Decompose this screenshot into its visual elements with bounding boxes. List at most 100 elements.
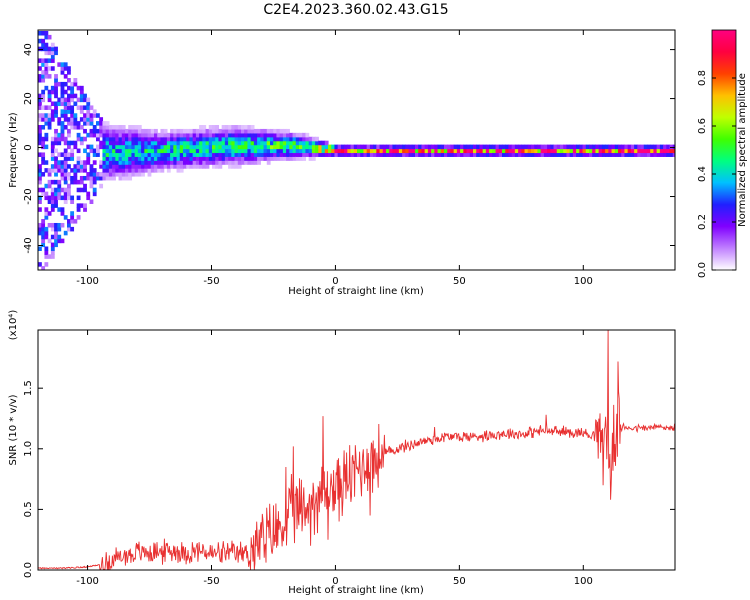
heatmap-cell bbox=[38, 207, 42, 212]
heatmap-cell bbox=[150, 144, 155, 150]
heatmap-cell bbox=[195, 140, 200, 146]
heatmap-cell bbox=[176, 152, 181, 157]
heatmap-cell bbox=[672, 152, 675, 157]
heatmap-cell bbox=[50, 117, 55, 122]
heatmap-cell bbox=[163, 156, 168, 161]
heatmap-cell bbox=[234, 140, 239, 146]
heatmap-cell bbox=[369, 148, 374, 154]
heatmap-cell bbox=[50, 140, 55, 146]
heatmap-cell bbox=[92, 113, 97, 118]
heatmap-cell bbox=[208, 132, 213, 138]
heatmap-cell bbox=[195, 164, 200, 169]
heatmap-cell bbox=[166, 140, 171, 146]
heatmap-cell bbox=[224, 144, 229, 150]
heatmap-cell bbox=[334, 148, 339, 154]
heatmap-cell bbox=[41, 78, 46, 83]
heatmap-cell bbox=[376, 152, 381, 157]
heatmap-cell bbox=[337, 148, 342, 154]
heatmap-cell bbox=[489, 152, 493, 157]
heatmap-y-tick-label: 0 bbox=[23, 144, 34, 150]
heatmap-cell bbox=[595, 148, 600, 154]
heatmap-cell bbox=[266, 140, 271, 146]
heatmap-cell bbox=[66, 144, 71, 150]
heatmap-cell bbox=[231, 156, 236, 161]
heatmap-cell bbox=[402, 148, 406, 154]
heatmap-cell bbox=[163, 128, 168, 134]
heatmap-cell bbox=[153, 168, 158, 173]
heatmap-cell bbox=[199, 148, 203, 154]
heatmap-cell bbox=[173, 132, 178, 138]
heatmap-cell bbox=[244, 132, 249, 138]
heatmap-cell bbox=[38, 222, 42, 228]
heatmap-cell bbox=[54, 226, 58, 232]
heatmap-cell bbox=[543, 152, 548, 157]
heatmap-cell bbox=[350, 144, 355, 150]
heatmap-cell bbox=[257, 140, 261, 146]
heatmap-cell bbox=[121, 140, 126, 146]
colorbar-gradient bbox=[711, 29, 737, 271]
heatmap-cell bbox=[173, 156, 178, 161]
heatmap-cell bbox=[537, 152, 542, 157]
heatmap-cell bbox=[38, 117, 42, 122]
heatmap-cell bbox=[289, 152, 294, 157]
heatmap-cell bbox=[76, 207, 81, 212]
heatmap-cell bbox=[637, 144, 642, 150]
heatmap-cell bbox=[50, 191, 55, 197]
heatmap-cell bbox=[89, 183, 94, 189]
heatmap-cell bbox=[250, 148, 255, 154]
heatmap-cell bbox=[124, 152, 129, 157]
heatmap-cell bbox=[141, 132, 145, 138]
heatmap-cell bbox=[218, 136, 223, 142]
heatmap-cell bbox=[543, 148, 548, 154]
heatmap-cell bbox=[202, 140, 207, 146]
heatmap-cell bbox=[202, 144, 207, 150]
heatmap-cell bbox=[66, 128, 71, 134]
heatmap-cell bbox=[411, 144, 416, 150]
heatmap-cell bbox=[179, 168, 184, 173]
heatmap-cell bbox=[60, 121, 65, 126]
heatmap-cell bbox=[202, 125, 207, 130]
heatmap-cell bbox=[292, 144, 297, 150]
heatmap-cell bbox=[54, 113, 58, 118]
heatmap-cell bbox=[166, 168, 171, 173]
heatmap-cell bbox=[208, 144, 213, 150]
heatmap-cell bbox=[38, 66, 42, 71]
heatmap-cell bbox=[363, 148, 368, 154]
heatmap-cell bbox=[202, 164, 207, 169]
heatmap-cell bbox=[150, 132, 155, 138]
heatmap-cell bbox=[38, 93, 42, 99]
heatmap-cell bbox=[221, 144, 226, 150]
heatmap-cell bbox=[99, 172, 104, 177]
heatmap-cell bbox=[160, 152, 165, 157]
heatmap-cell bbox=[63, 156, 68, 161]
heatmap-cell bbox=[221, 128, 226, 134]
heatmap-cell bbox=[54, 74, 58, 79]
heatmap-cell bbox=[547, 152, 551, 157]
heatmap-cell bbox=[102, 164, 107, 169]
heatmap-cell bbox=[266, 132, 271, 138]
heatmap-cell bbox=[99, 160, 104, 165]
heatmap-cell bbox=[579, 152, 584, 157]
snr-scale-label: (x10⁴) bbox=[8, 310, 19, 341]
heatmap-cell bbox=[108, 128, 113, 134]
heatmap-cell bbox=[505, 144, 510, 150]
heatmap-cell bbox=[224, 148, 229, 154]
heatmap-cell bbox=[112, 156, 116, 161]
heatmap-cell bbox=[86, 144, 91, 150]
heatmap-cell bbox=[54, 187, 58, 193]
heatmap-cell bbox=[202, 132, 207, 138]
heatmap-cell bbox=[199, 144, 203, 150]
heatmap-cell bbox=[340, 152, 345, 157]
heatmap-cell bbox=[38, 132, 42, 138]
heatmap-cell bbox=[66, 97, 71, 103]
heatmap-cell bbox=[237, 160, 242, 165]
heatmap-cell bbox=[47, 183, 52, 189]
heatmap-x-tick-label: -50 bbox=[203, 276, 219, 287]
heatmap-cell bbox=[44, 66, 49, 71]
heatmap-cell bbox=[211, 152, 216, 157]
heatmap-cell bbox=[41, 140, 46, 146]
heatmap-cell bbox=[463, 148, 468, 154]
heatmap-cell bbox=[247, 148, 252, 154]
heatmap-cell bbox=[170, 164, 174, 169]
